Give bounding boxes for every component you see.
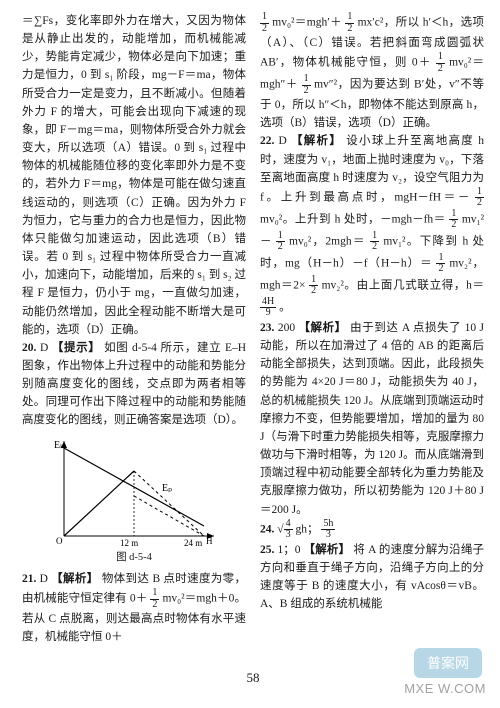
question-24: 24. √43 gh； 5h3 xyxy=(260,519,484,541)
q22-answer: D xyxy=(279,135,287,147)
q20-number: 20. xyxy=(22,342,36,354)
page-root: ＝∑Fs，变化率即外力在增大，又因为物体是从静止出发的，动能增加，而机械能减少，… xyxy=(0,0,500,708)
q23-body: 由于到达 A 点损失了 10 J 动能，所以在加滑过了 4 倍的 AB 的距离后… xyxy=(260,322,484,516)
axis-origin: O xyxy=(56,536,63,546)
q22-body-h: 。 xyxy=(279,302,291,314)
axis-h: H xyxy=(206,536,213,546)
q20-body: 如图 d-5-4 所示，建立 E–H 图象，作出物体上升过程中的动能和势能分别随… xyxy=(22,342,246,427)
tick-12m: 12 m xyxy=(120,538,138,546)
q22-body-g: mv₂²。由上面几式联立得，h＝ xyxy=(322,280,484,292)
q20-answer: D xyxy=(40,342,48,354)
q22-number: 22. xyxy=(260,135,274,147)
left-column: ＝∑Fs，变化率即外力在增大，又因为物体是从静止出发的，动能增加，而机械能减少，… xyxy=(22,12,246,662)
frac-half-4: 12 xyxy=(436,52,445,74)
right-column: 12 mv₀²＝mgh′＋ 12 mx′c²，所以 h′＜h，选项（A）、（C）… xyxy=(260,12,484,662)
r-p1-a: mv₀²＝mgh′＋ xyxy=(272,17,342,29)
question-22: 22. D 【解析】 设小球上升至离地高度 h 时，速度为 v₁，地面上抛时速度… xyxy=(260,132,484,318)
q23-answer: 200 xyxy=(278,322,295,334)
question-21: 21. D 【解析】 物体到达 B 点时速度为零，由机械能守恒定律有 0＋ 12… xyxy=(22,570,246,646)
left-continuation-paragraph: ＝∑Fs，变化率即外力在增大，又因为物体是从静止出发的，动能增加，而机械能减少，… xyxy=(22,12,246,339)
svg-text:普案网: 普案网 xyxy=(427,655,469,671)
frac-half-1: 12 xyxy=(150,588,159,610)
q24-number: 24. xyxy=(260,523,274,535)
q21-number: 21. xyxy=(22,573,36,585)
q22-label: 【解析】 xyxy=(291,135,342,147)
axis-ep-label: Eₚ xyxy=(162,483,172,494)
q21-label: 【解析】 xyxy=(51,573,98,585)
q23-number: 23. xyxy=(260,322,274,334)
q20-hint-label: 【提示】 xyxy=(52,342,101,354)
q25-number: 25. xyxy=(260,544,274,556)
q21-answer: D xyxy=(40,573,48,585)
frac-half-11: 12 xyxy=(309,275,318,297)
question-20: 20. D 【提示】 如图 d-5-4 所示，建立 E–H 图象，作出物体上升过… xyxy=(22,339,246,430)
figure-caption: 图 d-5-4 xyxy=(22,550,246,567)
frac-half-7: 12 xyxy=(449,209,458,231)
q25-label: 【解析】 xyxy=(304,544,351,556)
two-column-layout: ＝∑Fs，变化率即外力在增大，又因为物体是从静止出发的，动能增加，而机械能减少，… xyxy=(22,12,484,662)
figure-d-5-4: Eₖ Eₚ O H 12 m 24 m xyxy=(54,436,214,546)
question-23: 23. 200 【解析】 由于到达 A 点损失了 10 J 动能，所以在加滑过了… xyxy=(260,319,484,519)
axis-ek-label: Eₖ xyxy=(54,440,64,451)
frac-half-5: 12 xyxy=(302,74,311,96)
frac-half-6: 12 xyxy=(475,187,484,209)
frac-half-9: 12 xyxy=(370,231,379,253)
q22-body-d: mv₀²，2mgh＝ xyxy=(289,236,366,248)
question-25: 25. 1；0 【解析】 将 A 的速度分解为沿绳子方向和垂直于绳子方向，沿绳子… xyxy=(260,541,484,614)
frac-half-10: 12 xyxy=(436,253,445,275)
frac-4h-9: 4H9 xyxy=(260,297,276,319)
watermark-logo: 普案网 xyxy=(414,648,482,678)
tick-24m: 24 m xyxy=(184,538,202,546)
frac-half-3: 12 xyxy=(345,12,354,34)
q23-label: 【解析】 xyxy=(299,322,347,334)
q25-answer: 1；0 xyxy=(277,544,300,556)
q24-ans-a: gh； xyxy=(295,523,318,535)
watermark-url: MXE W.COM xyxy=(404,681,486,696)
q22-body-b: mv₀²。上升到 h 处时，－mgh－fh＝ xyxy=(260,214,446,226)
frac-half-8: 12 xyxy=(276,231,285,253)
right-continuation-paragraph: 12 mv₀²＝mgh′＋ 12 mx′c²，所以 h′＜h，选项（A）、（C）… xyxy=(260,12,484,132)
frac-5h-3: 5h3 xyxy=(321,519,335,541)
frac-half-2: 12 xyxy=(260,12,269,34)
frac-4-3: 43 xyxy=(284,519,293,541)
